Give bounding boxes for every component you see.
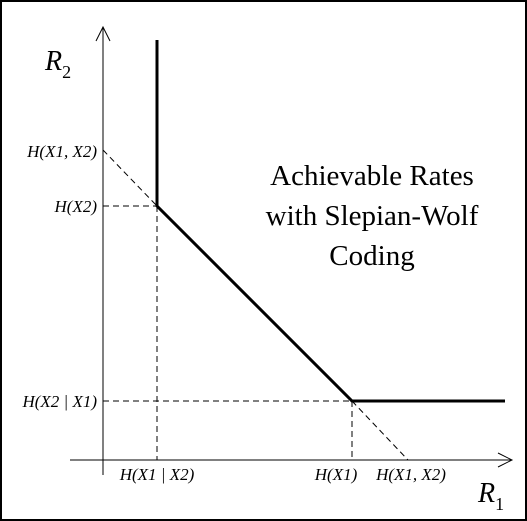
- region-label: Achievable Rates with Slepian-Wolf Codin…: [266, 160, 479, 272]
- region-label-line-3: Coding: [329, 240, 414, 272]
- y-tick-joint-entropy: H(X1, X2): [26, 142, 97, 161]
- x-axis-label-main: R: [477, 478, 495, 509]
- y-axis-label-main: R: [44, 46, 62, 77]
- x-tick-conditional-entropy: H(X1 | X2): [119, 465, 195, 484]
- axes: [70, 25, 514, 475]
- y-axis-arrowhead: [95, 25, 111, 42]
- y-tick-marginal-entropy: H(X2): [54, 197, 98, 216]
- y-tick-conditional-entropy: H(X2 | X1): [21, 392, 97, 411]
- x-axis-label-sub: 1: [495, 494, 504, 514]
- guide-diag-lower: [351, 400, 409, 461]
- y-tick-labels: H(X1, X2) H(X2) H(X2 | X1): [21, 142, 97, 411]
- x-tick-labels: H(X1 | X2) H(X1) H(X1, X2): [119, 465, 447, 484]
- x-axis-arrowhead: [497, 452, 514, 468]
- rate-region-boundary: [155, 40, 505, 403]
- guide-diag-upper: [102, 149, 158, 207]
- y-axis-label: R2: [44, 46, 71, 82]
- y-axis-label-sub: 2: [62, 62, 71, 82]
- x-tick-joint-entropy: H(X1, X2): [375, 465, 446, 484]
- region-label-line-2: with Slepian-Wolf: [266, 200, 479, 232]
- region-label-line-1: Achievable Rates: [270, 160, 474, 192]
- x-axis-label: R1: [477, 478, 504, 514]
- x-tick-marginal-entropy: H(X1): [314, 465, 358, 484]
- dashed-guides: [102, 149, 409, 461]
